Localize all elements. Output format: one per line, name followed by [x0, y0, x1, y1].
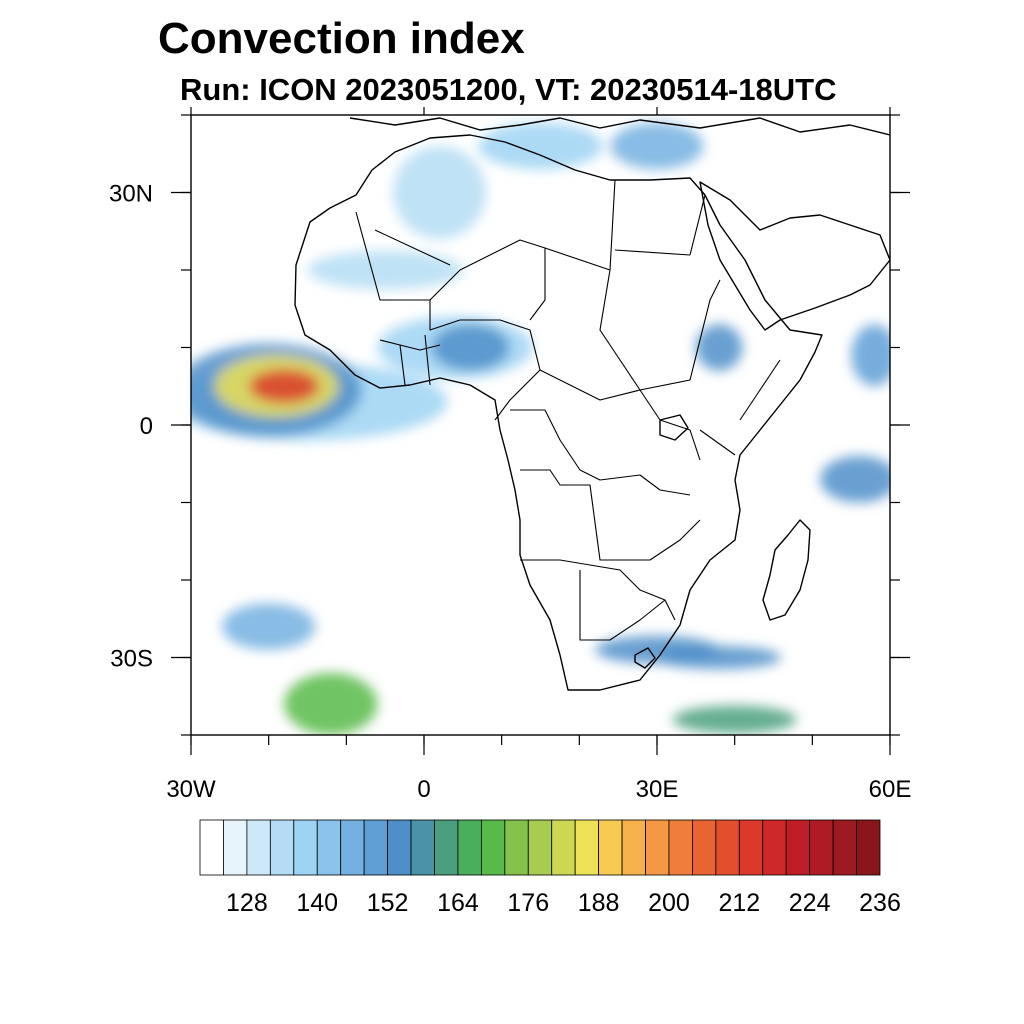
convection-cell	[249, 369, 320, 404]
colorbar-box	[621, 819, 646, 876]
lon-tick-label: 30E	[636, 776, 679, 803]
convection-cell	[478, 122, 603, 170]
coastlines-borders	[294, 117, 890, 691]
colorbar-box	[715, 819, 740, 876]
colorbar-box	[809, 819, 834, 876]
colorbar-label: 188	[578, 889, 620, 917]
colorbar-box	[574, 819, 600, 876]
arabian-peninsula-coastline	[699, 181, 890, 331]
colorbar-box	[434, 819, 459, 876]
colorbar-box	[527, 819, 553, 876]
colorbar: 128 140 152 164 176 188 200 212 224 236	[199, 819, 901, 917]
axis-ticks	[171, 107, 910, 755]
convection-cell	[657, 645, 782, 670]
europe-coastline	[349, 117, 890, 136]
lat-tick-label: 30S	[110, 646, 153, 673]
colorbar-box	[410, 819, 435, 876]
colorbar-box	[856, 819, 881, 876]
colorbar-box	[246, 819, 271, 876]
convection-cell	[307, 250, 463, 290]
lon-tick-label: 60E	[869, 776, 912, 803]
convection-cell	[222, 603, 316, 650]
colorbar-label: 152	[367, 889, 409, 917]
africa-coastline	[294, 134, 823, 691]
colorbar-label: 212	[718, 889, 760, 917]
country-borders	[355, 179, 781, 641]
colorbar-box	[645, 819, 670, 876]
lon-tick-label: 0	[417, 776, 430, 803]
colorbar-label: 140	[296, 889, 338, 917]
lat-tick-label: 30N	[109, 181, 153, 208]
colorbar-box	[457, 819, 482, 876]
colorbar-box	[668, 819, 693, 876]
colorbar-box	[199, 819, 224, 876]
axis-tick-labels: 30W 0 30E 60E 30N 0 30S	[109, 181, 911, 804]
colorbar-box	[293, 819, 318, 876]
lon-tick-label: 30W	[166, 776, 216, 803]
convection-cell	[672, 705, 797, 734]
colorbar-label: 176	[507, 889, 549, 917]
colorbar-box	[785, 819, 811, 876]
map-subtitle: Run: ICON 2023051200, VT: 20230514-18UTC	[180, 72, 837, 107]
convection-cell	[851, 324, 890, 387]
colorbar-box	[316, 819, 342, 876]
colorbar-box	[832, 819, 857, 876]
colorbar-box	[598, 819, 623, 876]
lat-tick-label: 0	[140, 413, 153, 440]
colorbar-box	[738, 819, 764, 876]
convection-cell	[820, 456, 890, 503]
convection-cell	[431, 324, 510, 371]
convection-field	[191, 122, 890, 735]
map-title: Convection index	[158, 14, 525, 63]
colorbar-box	[269, 819, 295, 876]
colorbar-box	[504, 819, 529, 876]
colorbar-label: 200	[648, 889, 690, 917]
colorbar-label: 236	[859, 889, 901, 917]
colorbar-box	[340, 819, 365, 876]
madagascar-coastline	[762, 519, 811, 621]
lake-victoria	[659, 414, 689, 441]
colorbar-box	[762, 819, 787, 876]
colorbar-label: 164	[437, 889, 479, 917]
convection-cell	[392, 146, 487, 239]
lesotho-border	[634, 647, 656, 669]
colorbar-box	[223, 819, 248, 876]
convection-cell	[610, 122, 704, 170]
colorbar-box	[363, 819, 388, 876]
convection-cell	[284, 673, 378, 735]
colorbar-box	[480, 819, 506, 876]
colorbar-box	[692, 819, 717, 876]
colorbar-label: 224	[789, 889, 831, 917]
colorbar-box	[551, 819, 576, 876]
convection-cell	[695, 324, 743, 371]
colorbar-label: 128	[226, 889, 268, 917]
colorbar-box	[387, 819, 412, 876]
